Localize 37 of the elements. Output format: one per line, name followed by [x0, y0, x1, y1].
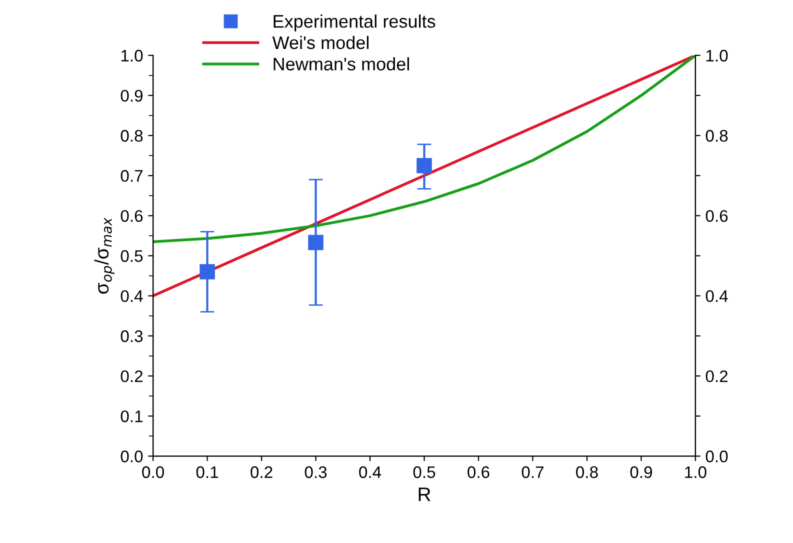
x-tick-label: 0.6 [468, 466, 490, 478]
x-tick-label: 0.4 [359, 466, 382, 478]
y-tick-label: 0.3 [120, 330, 143, 342]
y2-tick-label: 0.0 [706, 450, 728, 462]
point [308, 234, 324, 250]
x-axis-title: R [418, 488, 430, 502]
y-tick-label: 0.9 [120, 90, 143, 102]
y2-tick-label: 0.2 [706, 370, 728, 382]
x-tick-label: 1.0 [685, 466, 706, 478]
x-tick-label: 0.1 [196, 466, 218, 478]
y-tick-label: 0.0 [120, 450, 143, 462]
point [416, 158, 432, 174]
y2-tick-label: 0.8 [706, 130, 728, 142]
point [200, 264, 215, 280]
y2-tick-label: 0.4 [706, 290, 728, 302]
x-tick-label: 0.2 [250, 466, 272, 478]
x-tick-label: 0.5 [413, 466, 436, 478]
legend-label: Newman's model [274, 57, 409, 70]
y2-tick-label: 1.0 [706, 50, 728, 62]
y-tick-label: 0.5 [120, 250, 143, 262]
x-tick-label: 0.0 [142, 466, 164, 478]
y2-tick-label: 0.6 [706, 210, 728, 222]
x-tick-label: 0.3 [304, 466, 327, 478]
x-tick-label: 0.7 [522, 466, 544, 478]
y-tick-label: 0.6 [120, 210, 143, 222]
legend-label: Experimental results [274, 14, 436, 32]
y-tick-label: 0.8 [120, 130, 143, 142]
line-series [153, 55, 696, 244]
y-tick-label: 1.0 [121, 50, 143, 62]
legend-label: Wei's model [272, 36, 369, 50]
y-tick-label: 0.7 [120, 170, 142, 182]
y-tick-label: 0.4 [120, 290, 143, 302]
y-axis-title: σ$_{op}$/σ$_{max}$ [94, 218, 114, 294]
y-tick-label: 0.1 [120, 410, 143, 422]
y-tick-label: 0.2 [120, 370, 142, 382]
x-tick-label: 0.9 [630, 466, 652, 478]
x-tick-label: 0.8 [576, 466, 598, 478]
